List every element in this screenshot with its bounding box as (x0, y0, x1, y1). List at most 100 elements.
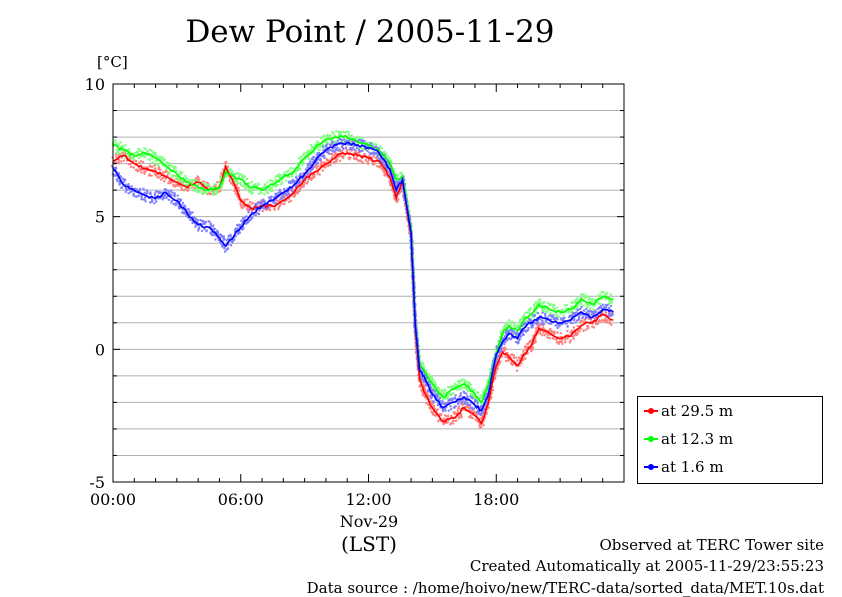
scatter-point (319, 173, 321, 175)
scatter-point (506, 321, 508, 323)
scatter-point (337, 140, 339, 142)
scatter-point (465, 392, 467, 394)
scatter-point (246, 178, 248, 180)
scatter-point (353, 149, 355, 151)
scatter-point (561, 343, 563, 345)
scatter-point (459, 401, 461, 403)
scatter-point (332, 155, 334, 157)
scatter-point (335, 149, 337, 151)
scatter-point (261, 202, 263, 204)
scatter-point (119, 182, 121, 184)
scatter-point (602, 291, 604, 293)
scatter-point (195, 218, 197, 220)
scatter-point (422, 363, 424, 365)
scatter-point (347, 131, 349, 133)
scatter-point (176, 179, 178, 181)
scatter-point (553, 332, 555, 334)
scatter-point (293, 196, 295, 198)
scatter-point (177, 195, 179, 197)
scatter-bands (111, 130, 614, 429)
scatter-point (268, 208, 270, 210)
scatter-point (142, 161, 144, 163)
scatter-point (447, 421, 449, 423)
scatter-point (592, 298, 594, 300)
scatter-point (197, 176, 199, 178)
scatter-point (460, 388, 462, 390)
scatter-point (605, 312, 607, 314)
scatter-point (326, 140, 328, 142)
scatter-point (490, 396, 492, 398)
scatter-point (511, 321, 513, 323)
scatter-point (560, 332, 562, 334)
scatter-point (361, 150, 363, 152)
scatter-point (201, 189, 203, 191)
scatter-point (547, 302, 549, 304)
scatter-point (356, 147, 358, 149)
scatter-point (336, 160, 338, 162)
scatter-point (384, 174, 386, 176)
scatter-point (336, 158, 338, 160)
scatter-point (154, 152, 156, 154)
scatter-point (323, 134, 325, 136)
scatter-point (533, 303, 535, 305)
scatter-point (341, 139, 343, 141)
scatter-point (242, 185, 244, 187)
scatter-point (168, 162, 170, 164)
scatter-point (289, 180, 291, 182)
scatter-point (149, 193, 151, 195)
scatter-point (248, 190, 250, 192)
scatter-point (229, 168, 231, 170)
scatter-point (124, 191, 126, 193)
scatter-point (181, 189, 183, 191)
scatter-point (120, 160, 122, 162)
scatter-point (217, 231, 219, 233)
scatter-point (145, 170, 147, 172)
scatter-point (508, 319, 510, 321)
scatter-point (278, 173, 280, 175)
scatter-point (437, 395, 439, 397)
scatter-point (282, 196, 284, 198)
scatter-point (450, 408, 452, 410)
scatter-point (458, 396, 460, 398)
scatter-point (472, 417, 474, 419)
scatter-point (323, 154, 325, 156)
scatter-point (244, 198, 246, 200)
scatter-point (285, 179, 287, 181)
scatter-point (603, 320, 605, 322)
scatter-point (170, 201, 172, 203)
scatter-point (318, 149, 320, 151)
scatter-point (229, 234, 231, 236)
scatter-point (455, 419, 457, 421)
scatter-point (381, 147, 383, 149)
scatter-point (210, 223, 212, 225)
scatter-point (151, 166, 153, 168)
scatter-point (322, 169, 324, 171)
scatter-point (457, 409, 459, 411)
scatter-point (322, 145, 324, 147)
scatter-point (561, 339, 563, 341)
scatter-point (307, 181, 309, 183)
scatter-point (464, 403, 466, 405)
scatter-point (153, 202, 155, 204)
scatter-point (597, 323, 599, 325)
scatter-point (131, 185, 133, 187)
scatter-point (357, 136, 359, 138)
scatter-point (169, 172, 171, 174)
scatter-point (212, 224, 214, 226)
scatter-point (516, 326, 518, 328)
scatter-point (562, 314, 564, 316)
scatter-point (151, 162, 153, 164)
scatter-point (455, 394, 457, 396)
scatter-point (290, 188, 292, 190)
scatter-point (373, 153, 375, 155)
scatter-point (513, 354, 515, 356)
scatter-point (488, 407, 490, 409)
scatter-point (583, 329, 585, 331)
scatter-point (182, 202, 184, 204)
scatter-point (300, 156, 302, 158)
scatter-point (585, 296, 587, 298)
scatter-point (274, 176, 276, 178)
scatter-point (331, 140, 333, 142)
scatter-point (458, 405, 460, 407)
scatter-point (118, 152, 120, 154)
